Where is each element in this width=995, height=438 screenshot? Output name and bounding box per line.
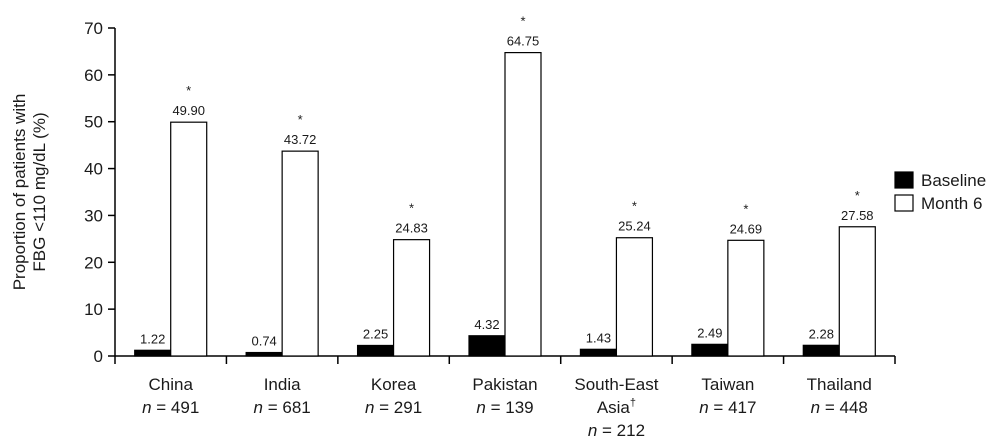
category-n-label: n = 139 [476,398,533,417]
bars: 1.22 0.74 2.25 4.32 1.43 2.49 2.28 49.90 * 43.72 *… [134,14,876,357]
significance-marker: * [409,201,414,216]
data-label: 24.69 [730,221,763,236]
category-label: Thailand [807,375,872,394]
data-label: 2.49 [697,325,722,340]
bar-baseline [691,343,729,357]
data-label: 64.75 [507,34,540,49]
y-axis-label-line: FBG <110 mg/dL (%) [30,112,49,271]
bar-baseline [468,335,506,357]
category-label: Taiwan [701,375,754,394]
bar-baseline [802,344,840,357]
y-tick-label: 70 [84,19,103,38]
category-label: India [264,375,301,394]
data-label: 0.74 [251,334,276,349]
y-tick-label: 20 [84,253,103,272]
category-label: China [149,375,194,394]
data-label: 2.28 [809,326,834,341]
category-label: South-East [574,375,658,394]
y-tick-label: 10 [84,300,103,319]
y-tick-label: 60 [84,66,103,85]
category-label-line2: Asia† [597,397,636,417]
data-label: 1.22 [140,331,165,346]
category-label: Pakistan [472,375,537,394]
y-tick-label: 30 [84,206,103,225]
significance-marker: * [855,188,860,203]
data-label: 43.72 [284,132,317,147]
data-label: 49.90 [172,103,205,118]
y-tick-label: 0 [94,347,103,366]
bar-baseline [579,348,618,357]
legend-swatch [894,194,914,212]
category-n-label: n = 491 [142,398,199,417]
bar-month6 [727,239,765,357]
category-n-label: n = 681 [254,398,311,417]
bar-month6 [504,51,542,357]
significance-marker: * [743,201,748,216]
y-tick-label: 40 [84,160,103,179]
legend-label: Baseline [921,171,986,190]
bar-month6 [170,121,208,357]
legend-swatch [894,171,914,189]
y-axis-label-line: Proportion of patients with [10,94,29,291]
significance-marker: * [298,112,303,127]
category-n-label: n = 417 [699,398,756,417]
significance-marker: * [520,14,525,29]
y-tick-label: 50 [84,113,103,132]
bar-month6 [615,237,654,357]
category-n-label: n = 448 [811,398,868,417]
bar-month6 [392,239,431,357]
data-label: 2.25 [363,326,388,341]
data-label: 27.58 [841,208,874,223]
category-n-label: n = 212 [588,421,645,438]
data-label: 1.43 [586,330,611,345]
category-label: Korea [371,375,417,394]
data-label: 4.32 [474,317,499,332]
y-axis-label: Proportion of patients with FBG <110 mg/d… [10,94,49,291]
data-label: 25.24 [618,219,651,234]
bar-month6 [281,150,319,357]
legend-label: Month 6 [921,194,982,213]
bar-baseline [245,351,283,357]
category-n-label: n = 291 [365,398,422,417]
y-axis: 0 10 20 30 40 50 60 70 [84,19,116,366]
legend: Baseline Month 6 [894,171,986,213]
bar-baseline [134,349,172,357]
bar-baseline [356,344,395,357]
data-label: 24.83 [395,221,428,236]
significance-marker: * [632,199,637,214]
significance-marker: * [186,83,191,98]
bar-month6 [838,226,876,357]
x-axis: China n = 491 India n = 681 Korea n = 291 Paki… [114,355,896,438]
